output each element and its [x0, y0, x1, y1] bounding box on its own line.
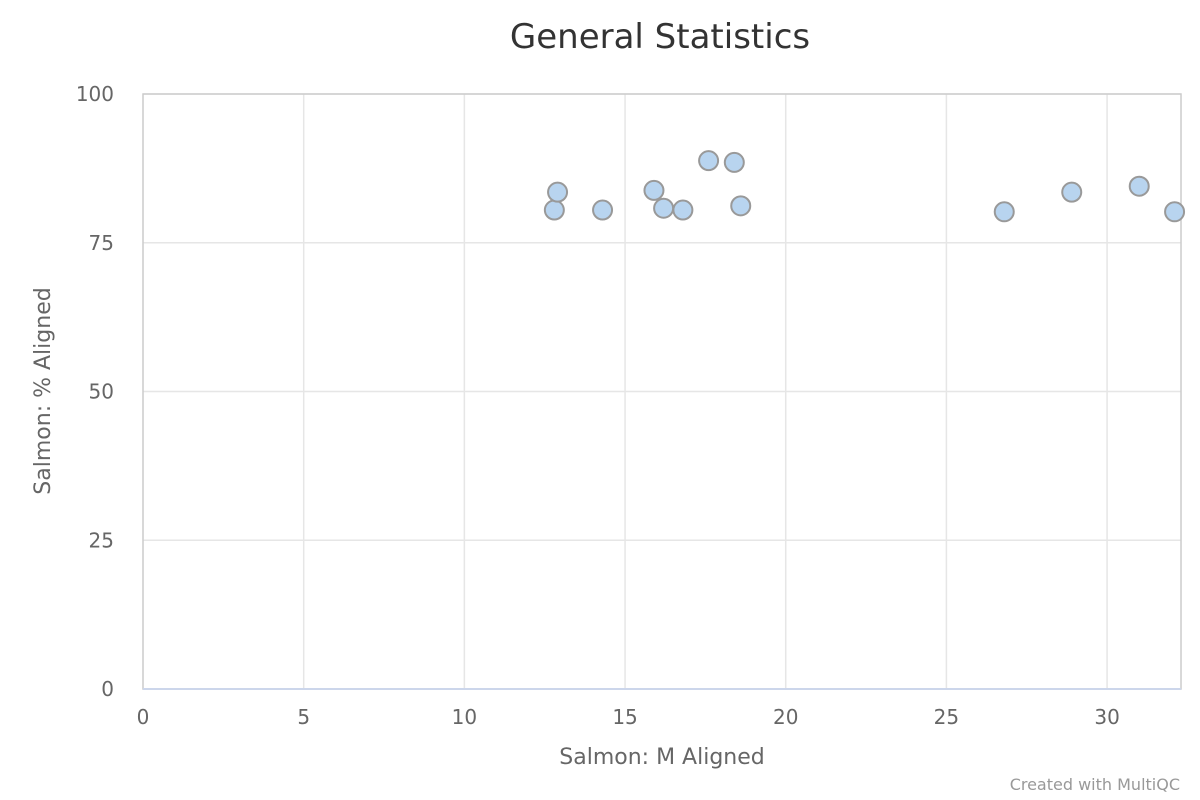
data-point[interactable]: [723, 151, 745, 173]
data-point[interactable]: [993, 201, 1015, 223]
x-tick-label: 10: [452, 705, 477, 729]
y-tick-label: 75: [89, 231, 114, 255]
data-point[interactable]: [1164, 201, 1186, 223]
data-point[interactable]: [653, 197, 675, 219]
grid-layer: [143, 93, 1181, 690]
y-axis-ticks: 0 25 50 75 100: [76, 82, 114, 701]
x-tick-label: 30: [1094, 705, 1119, 729]
data-point[interactable]: [672, 199, 694, 221]
data-points: [543, 150, 1186, 223]
y-tick-label: 0: [101, 677, 114, 701]
data-point[interactable]: [1061, 181, 1083, 203]
credit-text[interactable]: Created with MultiQC: [1010, 775, 1180, 794]
x-tick-label: 5: [297, 705, 310, 729]
x-axis-title: Salmon: M Aligned: [559, 745, 764, 770]
data-point[interactable]: [643, 179, 665, 201]
chart-title: General Statistics: [510, 17, 810, 57]
data-point[interactable]: [592, 199, 614, 221]
y-axis-title: Salmon: % Aligned: [31, 287, 56, 494]
data-point[interactable]: [547, 181, 569, 203]
data-point[interactable]: [698, 150, 720, 172]
data-point[interactable]: [543, 199, 565, 221]
y-tick-label: 50: [89, 380, 114, 404]
data-point[interactable]: [1128, 175, 1150, 197]
x-tick-label: 20: [773, 705, 798, 729]
y-tick-label: 100: [76, 82, 114, 106]
x-tick-label: 25: [934, 705, 959, 729]
x-tick-label: 0: [137, 705, 150, 729]
data-point[interactable]: [730, 195, 752, 217]
x-axis-ticks: 0 5 10 15 20 25 30: [137, 705, 1120, 729]
y-tick-label: 25: [89, 528, 114, 552]
x-tick-label: 15: [612, 705, 637, 729]
